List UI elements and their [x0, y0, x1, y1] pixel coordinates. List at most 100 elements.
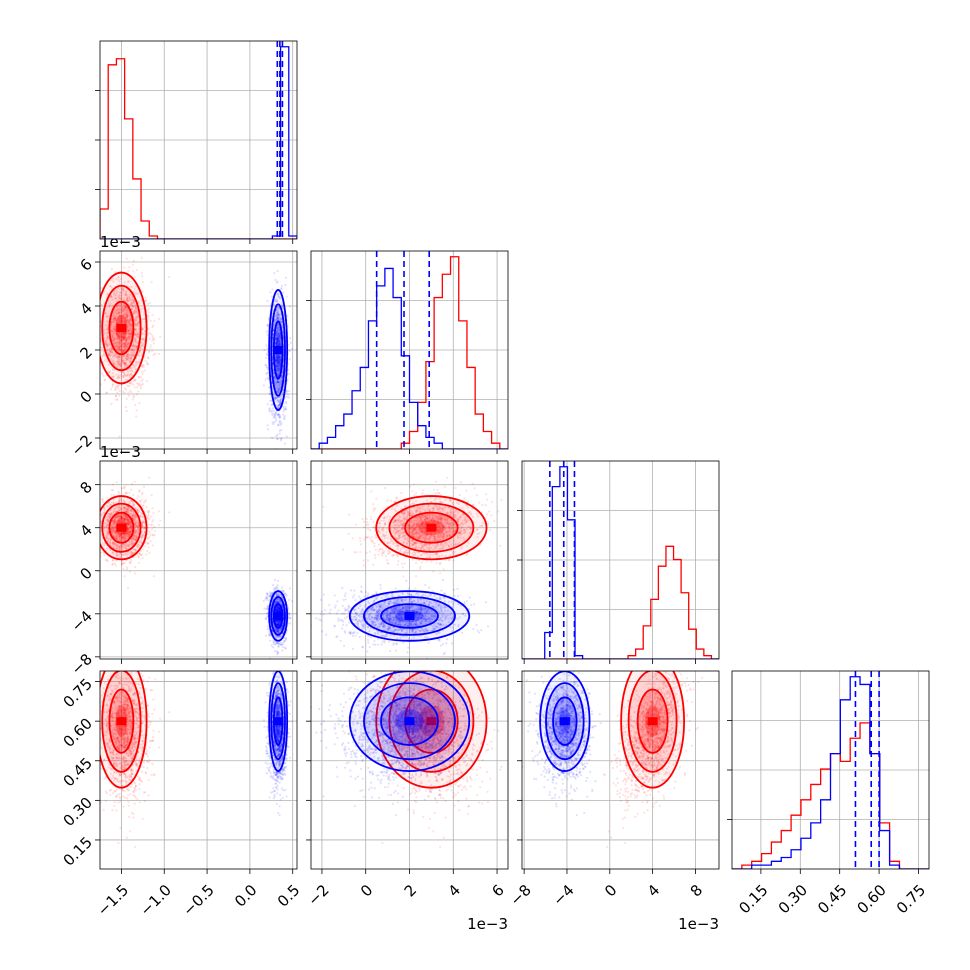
sample-point	[119, 346, 122, 349]
sample-point	[112, 354, 115, 357]
sample-point	[131, 344, 134, 347]
sample-point	[275, 410, 278, 413]
sample-point	[276, 337, 279, 340]
sample-point	[278, 368, 281, 371]
sample-point	[271, 403, 274, 406]
sample-point	[276, 381, 279, 384]
sample-point	[278, 414, 281, 417]
sample-point	[118, 331, 121, 334]
sample-point	[276, 396, 279, 399]
sample-point	[274, 382, 277, 385]
sample-point	[104, 342, 107, 346]
sample-point	[144, 545, 147, 548]
sample-point	[275, 317, 279, 320]
sample-point	[125, 305, 128, 309]
sample-point	[124, 361, 128, 365]
sample-point	[143, 333, 146, 336]
sample-point	[115, 347, 118, 351]
sample-point	[105, 315, 108, 318]
sample-point	[276, 369, 279, 373]
sample-point	[125, 299, 129, 302]
sample-point	[126, 371, 129, 374]
sample-point	[276, 338, 280, 341]
sample-point	[279, 401, 282, 405]
sample-point	[141, 328, 144, 331]
sample-point	[103, 336, 106, 340]
sample-point	[130, 327, 133, 330]
sample-point	[124, 375, 127, 378]
sample-point	[132, 300, 135, 303]
sample-point	[135, 324, 138, 327]
y-tick-label: 2	[77, 343, 96, 362]
sample-point	[123, 387, 127, 390]
sample-point	[130, 298, 133, 302]
sample-point	[278, 360, 281, 363]
sample-point	[147, 537, 150, 540]
sample-point	[148, 331, 151, 335]
sample-point	[114, 387, 118, 391]
sample-point	[276, 386, 279, 389]
sample-point	[282, 407, 285, 410]
sample-point	[127, 341, 130, 344]
sample-point	[121, 291, 124, 295]
sample-point	[127, 326, 130, 329]
sample-point	[141, 271, 144, 275]
sample-point	[276, 338, 279, 341]
sample-point	[119, 316, 123, 319]
sample-point	[100, 372, 104, 375]
sample-point	[118, 341, 121, 344]
sample-point	[278, 386, 281, 389]
sample-point	[133, 332, 136, 335]
sample-point	[276, 392, 280, 395]
sample-point	[111, 563, 114, 566]
sample-point	[276, 361, 279, 365]
sample-point	[132, 300, 135, 303]
sample-point	[275, 353, 278, 357]
sample-point	[129, 323, 132, 326]
sample-point	[118, 342, 121, 345]
sample-point	[277, 361, 280, 365]
sample-point	[118, 336, 121, 339]
sample-point	[97, 308, 99, 310]
sample-point	[278, 358, 281, 361]
sample-point	[278, 362, 281, 365]
sample-point	[145, 362, 149, 366]
sample-point	[135, 361, 138, 364]
sample-point	[141, 332, 144, 336]
sample-point	[271, 583, 275, 587]
sample-point	[120, 371, 123, 374]
sample-point	[118, 346, 121, 349]
sample-point	[134, 316, 138, 319]
sample-point	[122, 567, 125, 571]
sample-point	[275, 356, 279, 359]
sample-point	[118, 315, 121, 318]
sample-point	[278, 389, 281, 392]
sample-point	[131, 302, 135, 305]
sample-point	[126, 358, 129, 361]
sample-point	[121, 349, 124, 352]
sample-point	[115, 398, 118, 401]
sample-point	[272, 329, 275, 332]
sample-point	[116, 304, 119, 308]
sample-point	[113, 494, 116, 497]
sample-point	[124, 305, 127, 308]
sample-point	[108, 347, 111, 350]
sample-point	[271, 413, 274, 416]
sample-point	[276, 340, 279, 343]
sample-point	[277, 342, 281, 345]
sample-point	[121, 336, 124, 339]
sample-point	[107, 337, 110, 340]
sample-point	[128, 318, 131, 322]
sample-point	[138, 349, 141, 352]
sample-point	[118, 341, 121, 344]
sample-point	[124, 306, 127, 309]
sample-point	[152, 518, 155, 522]
sample-point	[126, 313, 129, 317]
sample-point	[113, 270, 116, 274]
sample-point	[126, 298, 129, 301]
sample-point	[123, 314, 126, 318]
sample-point	[134, 338, 137, 341]
sample-point	[134, 340, 137, 343]
sample-point	[118, 335, 121, 339]
